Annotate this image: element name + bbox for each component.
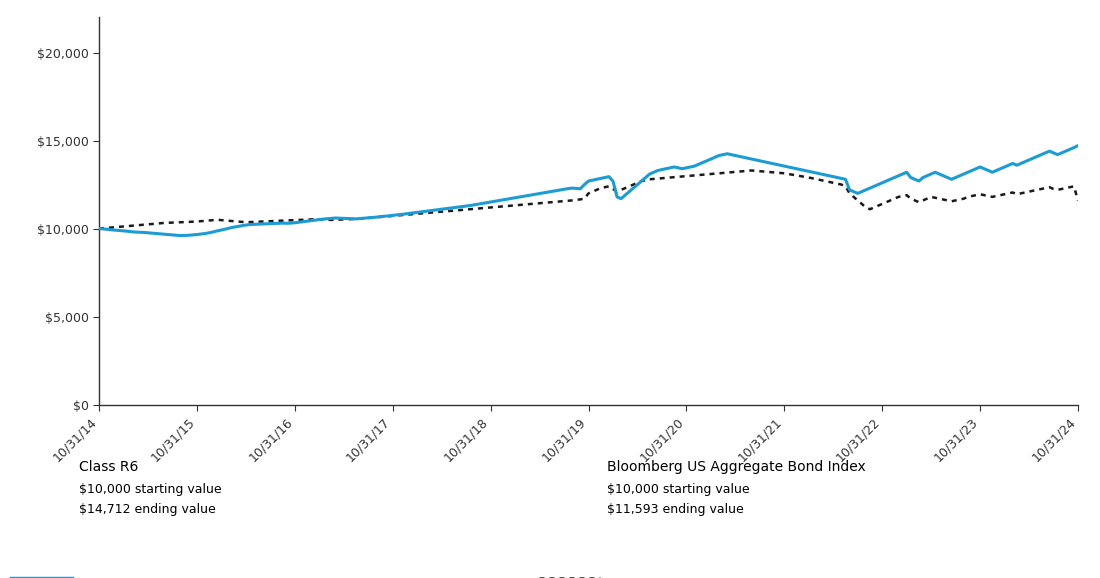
Text: $14,712 ending value: $14,712 ending value bbox=[79, 503, 216, 516]
Text: Bloomberg US Aggregate Bond Index: Bloomberg US Aggregate Bond Index bbox=[607, 460, 866, 473]
Text: Class R6: Class R6 bbox=[79, 460, 139, 473]
Text: $10,000 starting value: $10,000 starting value bbox=[607, 483, 750, 495]
Text: $10,000 starting value: $10,000 starting value bbox=[79, 483, 222, 495]
Text: $11,593 ending value: $11,593 ending value bbox=[607, 503, 744, 516]
